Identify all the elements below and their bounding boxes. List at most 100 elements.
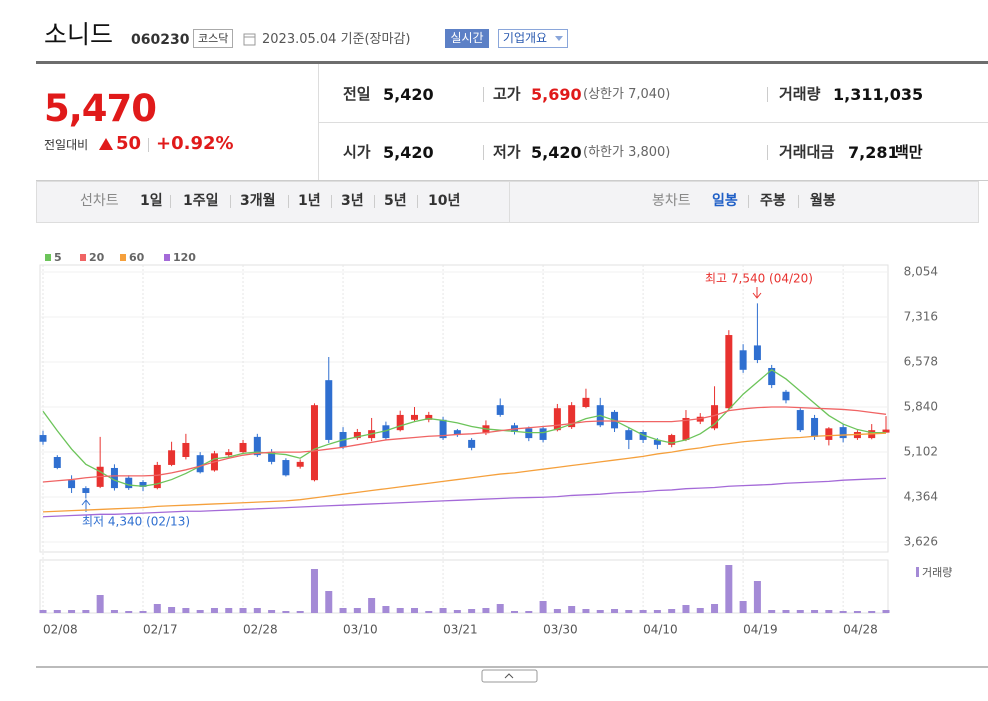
y-tick-label: 5,840 [904, 400, 938, 414]
info-label: 고가 [493, 85, 521, 103]
candle-body [439, 419, 447, 439]
candle-body [139, 482, 147, 487]
change-amount: 50 [116, 133, 142, 154]
moving-average-line [42, 477, 887, 518]
y-tick-label: 8,054 [904, 265, 938, 279]
volume-bar [310, 569, 318, 613]
volume-bar [282, 611, 290, 613]
period-tab[interactable]: 10년 [428, 193, 461, 209]
tab-group-label: 선차트 [80, 193, 119, 209]
legend-swatch [80, 254, 86, 261]
period-tab[interactable]: 1년 [298, 193, 321, 209]
x-tick-label: 02/28 [243, 623, 278, 637]
info-value: 5,420 [531, 143, 582, 162]
candle-body [53, 457, 61, 468]
volume-bar [596, 610, 604, 613]
divider [331, 195, 332, 208]
period-tab[interactable]: 1주일 [183, 193, 219, 209]
collapse-button[interactable] [481, 669, 538, 683]
legend-swatch [164, 254, 170, 261]
x-tick-label: 04/28 [843, 623, 878, 637]
volume-bar [739, 601, 747, 613]
volume-bar [668, 609, 676, 613]
info-value: 1,311,035 [833, 85, 924, 104]
candle-body [468, 439, 476, 448]
volume-bar [82, 610, 90, 613]
divider [36, 180, 988, 181]
y-tick-label: 6,578 [904, 355, 938, 369]
info-value: 5,690 [531, 85, 582, 104]
volume-bar [296, 611, 304, 613]
candle-body [396, 414, 404, 431]
stock-code: 060230 [131, 32, 190, 48]
candle-body [653, 439, 661, 445]
divider [767, 87, 768, 102]
volume-bar [368, 598, 376, 613]
candle-body [253, 436, 261, 456]
volume-bar [696, 608, 704, 613]
candle-body [296, 461, 304, 467]
high-annotation: 최고 7,540 (04/20) [705, 272, 813, 286]
candle-body [553, 408, 561, 431]
market-badge: 코스닥 [193, 29, 234, 48]
tab-group-label: 봉차트 [652, 193, 691, 209]
period-tab[interactable]: 3개월 [240, 193, 276, 209]
x-tick-label: 04/10 [643, 623, 678, 637]
candle-body [282, 460, 290, 476]
volume-bar [68, 610, 76, 613]
period-tab[interactable]: 3년 [341, 193, 364, 209]
x-tick-label: 03/21 [443, 623, 478, 637]
volume-frame [39, 559, 889, 614]
candle-body [453, 430, 461, 436]
volume-bar [796, 610, 804, 613]
info-label: 시가 [343, 143, 371, 161]
candle-tab[interactable]: 주봉 [760, 193, 786, 209]
info-value: 5,420 [383, 85, 434, 104]
candle-body [110, 467, 118, 489]
divider [148, 138, 149, 152]
divider [483, 145, 484, 160]
volume-bar [39, 610, 47, 613]
x-tick-label: 03/30 [543, 623, 578, 637]
volume-bar [582, 609, 590, 613]
calendar-icon [243, 33, 256, 46]
candle-body [539, 428, 547, 440]
candle-body [239, 442, 247, 453]
realtime-button[interactable]: 실시간 [445, 29, 489, 48]
company-button[interactable]: 기업개요 [498, 29, 568, 48]
base-date: 2023.05.04 기준(장마감) [262, 32, 411, 47]
volume-bar [239, 608, 247, 613]
candle-body [268, 452, 276, 462]
up-triangle [99, 138, 113, 150]
volume-bar [768, 610, 776, 613]
candle-tab[interactable]: 일봉 [712, 193, 738, 209]
divider [483, 87, 484, 102]
volume-bar [825, 610, 833, 613]
period-tab[interactable]: 1일 [140, 193, 163, 209]
candle-body [382, 425, 390, 439]
period-tab[interactable]: 5년 [384, 193, 407, 209]
legend-label: 60 [129, 251, 145, 264]
volume-bar [711, 604, 719, 613]
volume-bar [268, 610, 276, 613]
candle-tab[interactable]: 월봉 [810, 193, 836, 209]
top-rule [36, 61, 988, 64]
candle-body [839, 427, 847, 439]
candle-body [639, 432, 647, 440]
info-label: 전일 [343, 85, 371, 103]
candle-body [568, 405, 576, 428]
volume-bar [511, 611, 519, 613]
candle-body [753, 345, 761, 361]
divider [798, 195, 799, 208]
candle-body [68, 480, 76, 489]
collapse-icon [504, 673, 514, 679]
moving-average-line [42, 432, 887, 513]
info-unit: 백만 [895, 143, 923, 161]
candle-body [82, 488, 90, 493]
volume-bar [725, 565, 733, 613]
candle-body [196, 455, 204, 473]
candle-body [668, 435, 676, 445]
candle-body [739, 350, 747, 370]
candle-body [725, 335, 733, 409]
candle-body [682, 417, 690, 440]
